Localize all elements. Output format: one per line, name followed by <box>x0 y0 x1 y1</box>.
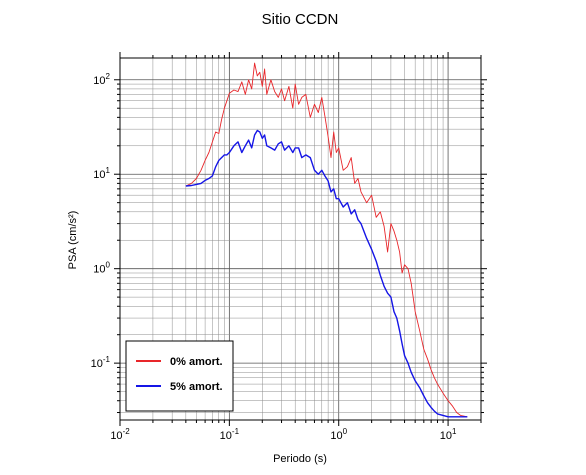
x-axis-label: Periodo (s) <box>273 453 327 465</box>
y-tick-label: 10-1 <box>91 355 111 370</box>
legend: 0% amort. 5% amort. <box>125 340 234 412</box>
y-tick-label: 100 <box>93 261 110 276</box>
series-line-2 <box>185 129 468 418</box>
y-axis-label: PSA (cm/s²) <box>67 211 79 270</box>
axis-ticks <box>114 52 487 426</box>
series-lines <box>185 62 468 418</box>
y-tick-labels: 10-1 100 101 102 <box>91 72 111 370</box>
x-tick-label: 10-1 <box>220 427 240 442</box>
legend-box <box>125 340 234 412</box>
legend-label: 0% amort. <box>170 356 223 368</box>
x-tick-label: 101 <box>440 427 457 442</box>
legend-label: 5% amort. <box>170 381 223 393</box>
series-line-1 <box>185 62 468 418</box>
y-tick-label: 101 <box>93 166 110 181</box>
x-tick-label: 10-2 <box>110 427 130 442</box>
y-tick-label: 102 <box>93 72 110 87</box>
plot-frame <box>119 57 482 421</box>
x-tick-label: 100 <box>330 427 347 442</box>
x-tick-labels: 10-2 10-1 100 101 <box>110 427 457 442</box>
chart-title: Sitio CCDN <box>262 11 339 28</box>
